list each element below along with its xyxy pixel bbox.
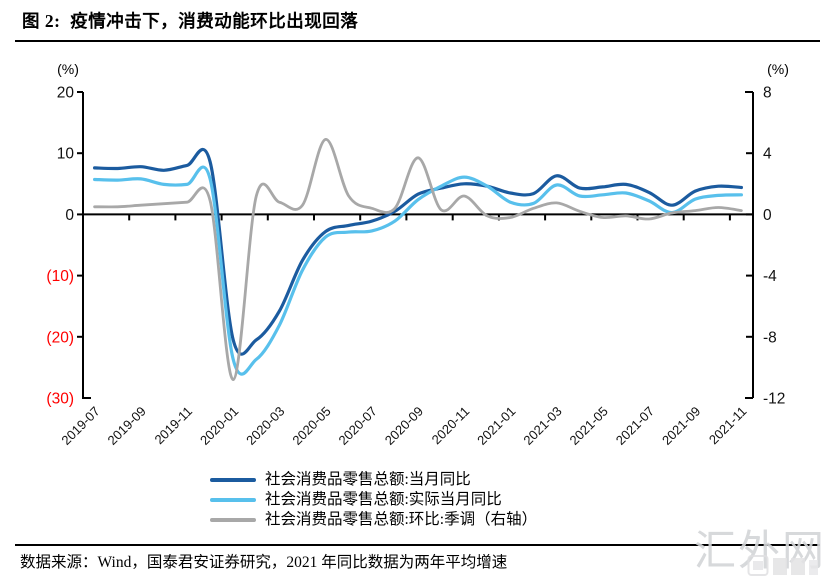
x-axis-tick-label: 2021-03 <box>520 404 564 448</box>
stamp-watermark-icon <box>747 555 818 576</box>
left-axis-tick-label: 10 <box>57 146 75 163</box>
series-line-2 <box>93 138 743 382</box>
left-axis-tick-label: (10) <box>46 268 74 285</box>
right-axis-tick-label: 0 <box>763 207 772 224</box>
legend-item: 社会消费品零售总额:当月同比 <box>210 470 537 490</box>
series-line-1 <box>93 165 743 376</box>
left-axis-unit: (%) <box>57 61 79 77</box>
title-divider <box>15 40 820 42</box>
legend-item: 社会消费品零售总额:实际当月同比 <box>210 490 537 510</box>
data-source-note: 数据来源：Wind，国泰君安证券研究，2021 年同比数据为两年平均增速 <box>20 554 508 571</box>
axes <box>77 91 754 399</box>
x-axis-tick-label: 2020-11 <box>429 404 473 448</box>
series-line-0 <box>93 147 743 356</box>
footer-divider <box>15 544 820 546</box>
x-axis-tick-label: 2021-07 <box>613 404 657 448</box>
left-axis-tick-label: (20) <box>46 329 74 346</box>
legend-label: 社会消费品零售总额:当月同比 <box>265 471 471 488</box>
x-axis-tick-label: 2020-09 <box>382 404 426 448</box>
left-axis-tick-label: 0 <box>65 207 74 224</box>
right-axis-unit: (%) <box>767 61 789 77</box>
x-axis-tick-label: 2019-07 <box>58 404 102 448</box>
x-axis-tick-label: 2021-05 <box>567 404 611 448</box>
x-axis-tick-label: 2020-03 <box>243 404 287 448</box>
legend-swatch-line-icon <box>210 518 256 522</box>
legend-swatch-line-icon <box>210 478 256 482</box>
chart-legend: 社会消费品零售总额:当月同比 社会消费品零售总额:实际当月同比 社会消费品零售总… <box>210 470 537 530</box>
right-axis-tick-label: -4 <box>763 268 777 285</box>
x-axis-tick-label: 2020-07 <box>336 404 380 448</box>
x-axis-tick-label: 2020-05 <box>289 404 333 448</box>
legend-label: 社会消费品零售总额:实际当月同比 <box>265 491 502 508</box>
x-axis-tick-label: 2021-11 <box>706 404 750 448</box>
right-axis-tick-label: -12 <box>763 391 785 408</box>
x-axis-tick-label: 2021-01 <box>474 404 518 448</box>
x-axis-tick-label: 2020-01 <box>197 404 241 448</box>
right-axis-tick-label: 4 <box>763 146 772 163</box>
x-axis-tick-label: 2019-09 <box>105 404 149 448</box>
chart-title: 图 2: 疫情冲击下，消费动能环比出现回落 <box>22 11 359 31</box>
legend-item: 社会消费品零售总额:环比:季调（右轴） <box>210 510 537 530</box>
right-axis-tick-label: 8 <box>763 85 772 102</box>
legend-swatch-line-icon <box>210 498 256 502</box>
left-axis-tick-label: 20 <box>57 85 75 102</box>
legend-label: 社会消费品零售总额:环比:季调（右轴） <box>265 511 538 528</box>
x-axis-tick-label: 2019-11 <box>151 404 195 448</box>
x-axis-tick-label: 2021-09 <box>659 404 703 448</box>
left-axis-tick-label: (30) <box>46 391 74 408</box>
right-axis-tick-label: -8 <box>763 329 777 346</box>
